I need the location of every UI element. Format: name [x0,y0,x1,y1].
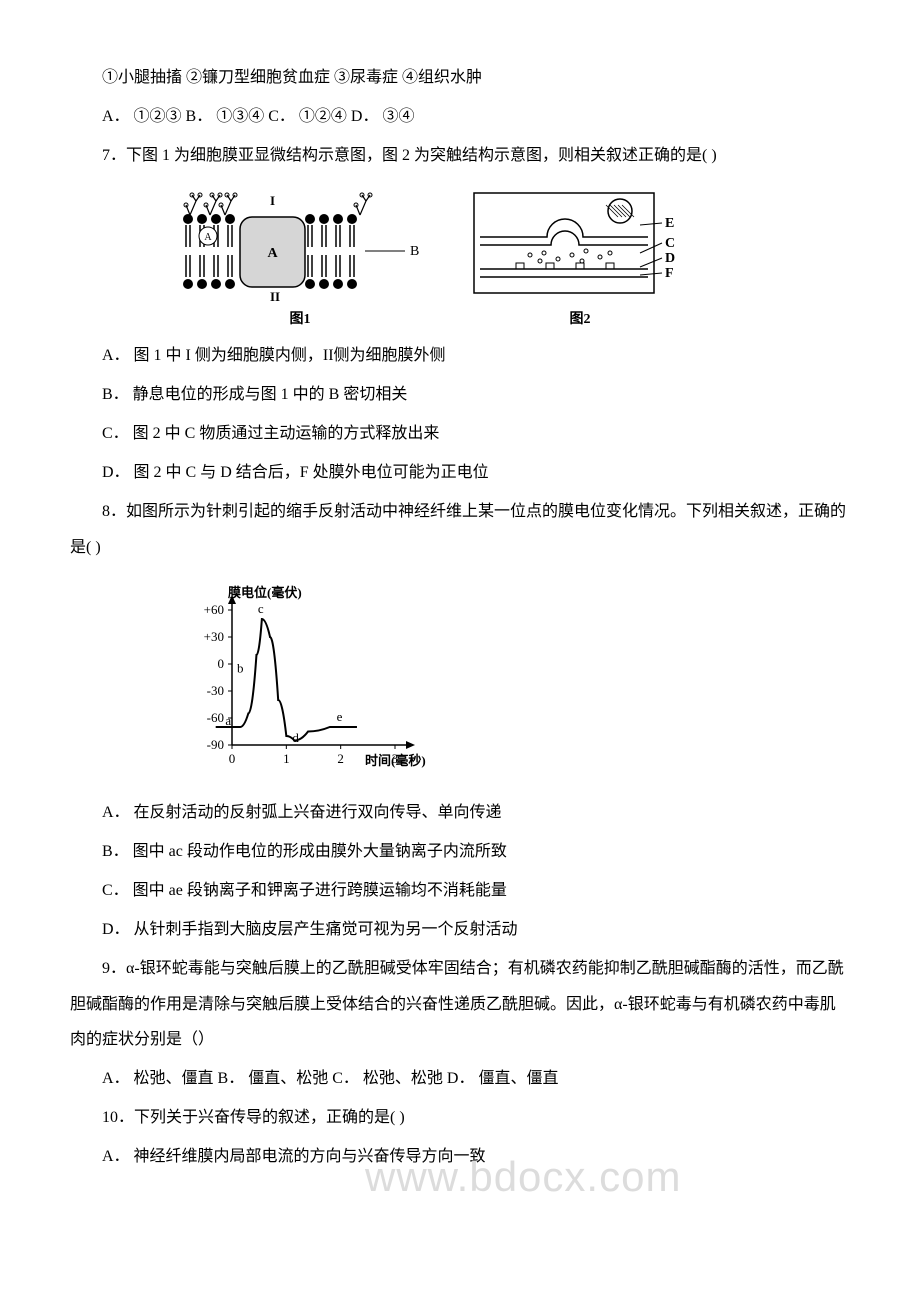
svg-text:+30: +30 [204,629,224,644]
q8-option-a: A． 在反射活动的反射弧上兴奋进行双向传导、单向传递 [70,795,850,830]
q8-option-c: C． 图中 ae 段钠离子和钾离子进行跨膜运输均不消耗能量 [70,873,850,908]
svg-text:C: C [665,236,675,251]
svg-text:+60: +60 [204,602,224,617]
synapse-diagram: ECDF [470,189,690,304]
svg-text:膜电位(毫伏): 膜电位(毫伏) [228,585,302,600]
q7-stem: 7．下图 1 为细胞膜亚显微结构示意图，图 2 为突触结构示意图，则相关叙述正确… [70,138,850,173]
svg-text:D: D [665,251,675,266]
q9-answer-choices: A． 松弛、僵直 B． 僵直、松弛 C． 松弛、松弛 D． 僵直、僵直 [70,1061,850,1096]
q7-figure2: ECDF 图2 [470,189,690,328]
q10-option-a: A． 神经纤维膜内局部电流的方向与兴奋传导方向一致 [70,1139,850,1174]
svg-text:c: c [258,601,264,616]
q8-option-b: B． 图中 ac 段动作电位的形成由膜外大量钠离子内流所致 [70,834,850,869]
membrane-potential-chart: 膜电位(毫伏)+60+300-30-60-900123时间(毫秒)abcde [170,575,440,775]
q9-stem: 9．α-银环蛇毒能与突触后膜上的乙酰胆碱受体牢固结合；有机磷农药能抑制乙酰胆碱酯… [70,951,850,1057]
svg-text:II: II [270,289,280,304]
svg-text:d: d [292,730,299,745]
q7-option-b: B． 静息电位的形成与图 1 中的 B 密切相关 [70,377,850,412]
svg-text:0: 0 [229,751,236,766]
q10-stem: 10．下列关于兴奋传导的叙述，正确的是( ) [70,1100,850,1135]
q7-figure1: AAIIIB 图1 [170,189,430,328]
svg-text:-60: -60 [207,710,224,725]
q7-option-c: C． 图 2 中 C 物质通过主动运输的方式释放出来 [70,416,850,451]
svg-text:0: 0 [218,656,225,671]
svg-text:b: b [237,660,244,675]
svg-text:-30: -30 [207,683,224,698]
svg-text:A: A [204,232,212,243]
q6-answer-choices: A． ①②③ B． ①③④ C． ①②④ D． ③④ [70,99,850,134]
svg-text:-90: -90 [207,737,224,752]
q8-option-d: D． 从针刺手指到大脑皮层产生痛觉可视为另一个反射活动 [70,912,850,947]
q7-figures: AAIIIB 图1 ECDF 图2 [170,189,850,328]
svg-text:B: B [410,244,419,259]
q8-stem: 8．如图所示为针刺引起的缩手反射活动中神经纤维上某一位点的膜电位变化情况。下列相… [70,494,850,564]
q8-figure: 膜电位(毫伏)+60+300-30-60-900123时间(毫秒)abcde [170,575,850,780]
svg-text:1: 1 [283,751,290,766]
svg-text:F: F [665,266,674,281]
svg-text:2: 2 [337,751,344,766]
svg-text:A: A [267,246,278,261]
fig2-caption: 图2 [570,308,591,328]
q7-option-a: A． 图 1 中 I 侧为细胞膜内侧，II侧为细胞膜外侧 [70,338,850,373]
svg-text:I: I [270,193,275,208]
svg-text:E: E [665,216,674,231]
svg-text:a: a [225,713,231,728]
svg-text:时间(毫秒): 时间(毫秒) [365,753,426,768]
q7-option-d: D． 图 2 中 C 与 D 结合后，F 处膜外电位可能为正电位 [70,455,850,490]
fig1-caption: 图1 [290,308,311,328]
q6-options-numbered: ①小腿抽搐 ②镰刀型细胞贫血症 ③尿毒症 ④组织水肿 [70,60,850,95]
membrane-diagram: AAIIIB [170,189,430,304]
svg-text:e: e [337,709,343,724]
